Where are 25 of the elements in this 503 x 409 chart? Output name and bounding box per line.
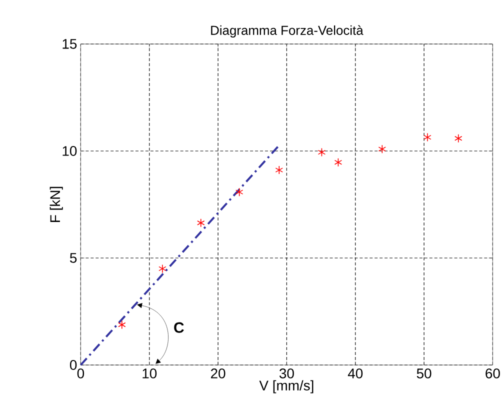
x-tick-label: 40	[348, 368, 363, 378]
y-tick-label: 10	[62, 146, 77, 156]
y-tick-label: 0	[70, 360, 77, 370]
annotation: C	[174, 322, 184, 333]
point	[318, 148, 326, 157]
point	[158, 264, 166, 274]
x-tick-label: 0	[77, 368, 84, 378]
point	[275, 166, 284, 174]
point	[378, 144, 386, 154]
point	[235, 188, 244, 196]
x-tick-label: 30	[279, 368, 294, 378]
point	[197, 218, 205, 228]
x-tick-label: 50	[416, 368, 432, 378]
point	[424, 132, 432, 142]
point	[334, 158, 342, 167]
y-tick-label: 5	[70, 253, 77, 263]
x-tick-label: 20	[210, 368, 226, 378]
x-tick-label: 10	[142, 368, 157, 378]
x-tick-label: 60	[486, 368, 500, 378]
y-axis-title: F [kN]	[50, 186, 63, 222]
chart-title: Diagramma Forza-Velocità	[211, 25, 364, 38]
y-tick-label: 15	[62, 39, 77, 49]
x-axis-title: V [mm/s]	[259, 380, 314, 394]
point	[454, 134, 462, 143]
point	[118, 320, 126, 330]
